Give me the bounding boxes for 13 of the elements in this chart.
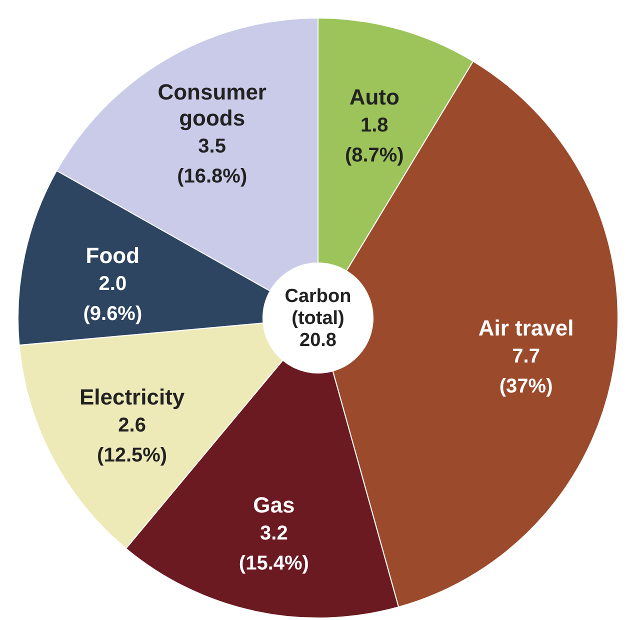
data-label: 1.8 (8.7%) [344, 114, 404, 167]
data-label: 2.6 (12.5%) [97, 414, 168, 467]
slice-label: Electricity [79, 384, 186, 410]
data-label: 3.2 (15.4%) [238, 522, 309, 574]
text: Carbon (total) 20.8 [284, 286, 352, 351]
slice-label: Gas [253, 492, 295, 518]
slice-label: Consumer goods [158, 80, 267, 131]
slice-label: Food [86, 242, 140, 268]
data-label: 7.7 (37%) [499, 345, 553, 398]
data-label: 3.5 (16.8%) [177, 136, 248, 188]
slice-label: Air travel [478, 315, 574, 340]
data-label: 2.0 (9.6%) [83, 272, 142, 325]
slice-label: Auto [349, 84, 400, 110]
